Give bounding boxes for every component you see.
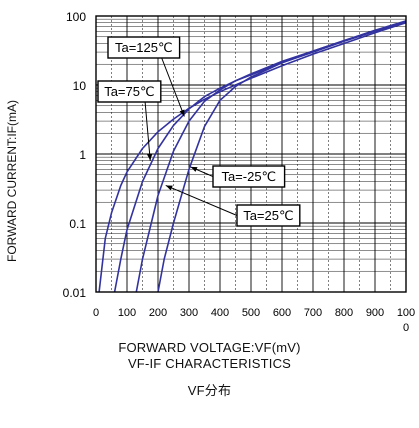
annotation: Ta=25℃ (165, 184, 301, 227)
annotation: Ta=-25℃ (190, 165, 286, 188)
series-curves (98, 20, 407, 293)
annotation-box (212, 165, 286, 188)
annotation-arrowhead (190, 166, 198, 172)
x-tick-label-extra: 0 (403, 322, 409, 334)
series-line-ta-25- (135, 20, 407, 293)
annotation-box (107, 36, 181, 59)
annotation-box (236, 204, 301, 227)
chart-caption: VF分布 (187, 383, 232, 398)
x-tick-label: 800 (335, 307, 353, 319)
annotation-label: Ta=25℃ (243, 208, 293, 223)
y-tick-label: 0.01 (63, 286, 87, 300)
x-tick-label: 100 (118, 307, 136, 319)
x-tick-label: 600 (273, 307, 291, 319)
y-tick-label: 1 (79, 148, 86, 162)
y-tick-label: 10 (73, 79, 87, 93)
annotation-box (97, 80, 162, 103)
annotation-arrowhead (179, 109, 185, 117)
x-tick-label: 500 (242, 307, 260, 319)
annotation-arrow (144, 101, 151, 161)
y-tick-label: 100 (66, 10, 86, 24)
tick-labels: 0 100 200 300 400 500 600 700 800 900 10001001010.… (63, 10, 416, 334)
x-tick-label: 300 (180, 307, 198, 319)
annotation-label: Ta=-25℃ (221, 169, 276, 184)
annotation: Ta=125℃ (107, 36, 185, 117)
x-axis-label: FORWARD VOLTAGE:VF(mV) (118, 340, 301, 355)
chart-title: VF-IF CHARACTERISTICS (127, 356, 292, 371)
series-line-ta--25- (157, 20, 407, 293)
series-line-ta-125- (98, 21, 407, 293)
annotations: Ta=125℃ Ta=75℃ Ta=-25℃ Ta=25℃ (97, 36, 301, 227)
x-tick-label: 200 (149, 307, 167, 319)
x-tick-label: 100 (397, 307, 415, 319)
annotation-arrowhead (147, 153, 153, 161)
x-tick-label: 400 (211, 307, 229, 319)
plot-frame (95, 15, 407, 293)
annotation-arrow (165, 184, 238, 216)
y-axis-label: FORWARD CURRENT:IF(mA) (5, 100, 19, 262)
annotation-arrow (161, 57, 185, 117)
y-tick-label: 0.1 (69, 217, 86, 231)
annotation: Ta=75℃ (97, 80, 162, 161)
annotation-label: Ta=125℃ (115, 40, 173, 55)
x-tick-label: 900 (366, 307, 384, 319)
annotation-arrowhead (165, 185, 173, 191)
annotation-label: Ta=75℃ (104, 84, 154, 99)
x-tick-label: 0 (93, 307, 99, 319)
series-line-ta-75- (113, 21, 407, 293)
x-tick-label: 700 (304, 307, 322, 319)
